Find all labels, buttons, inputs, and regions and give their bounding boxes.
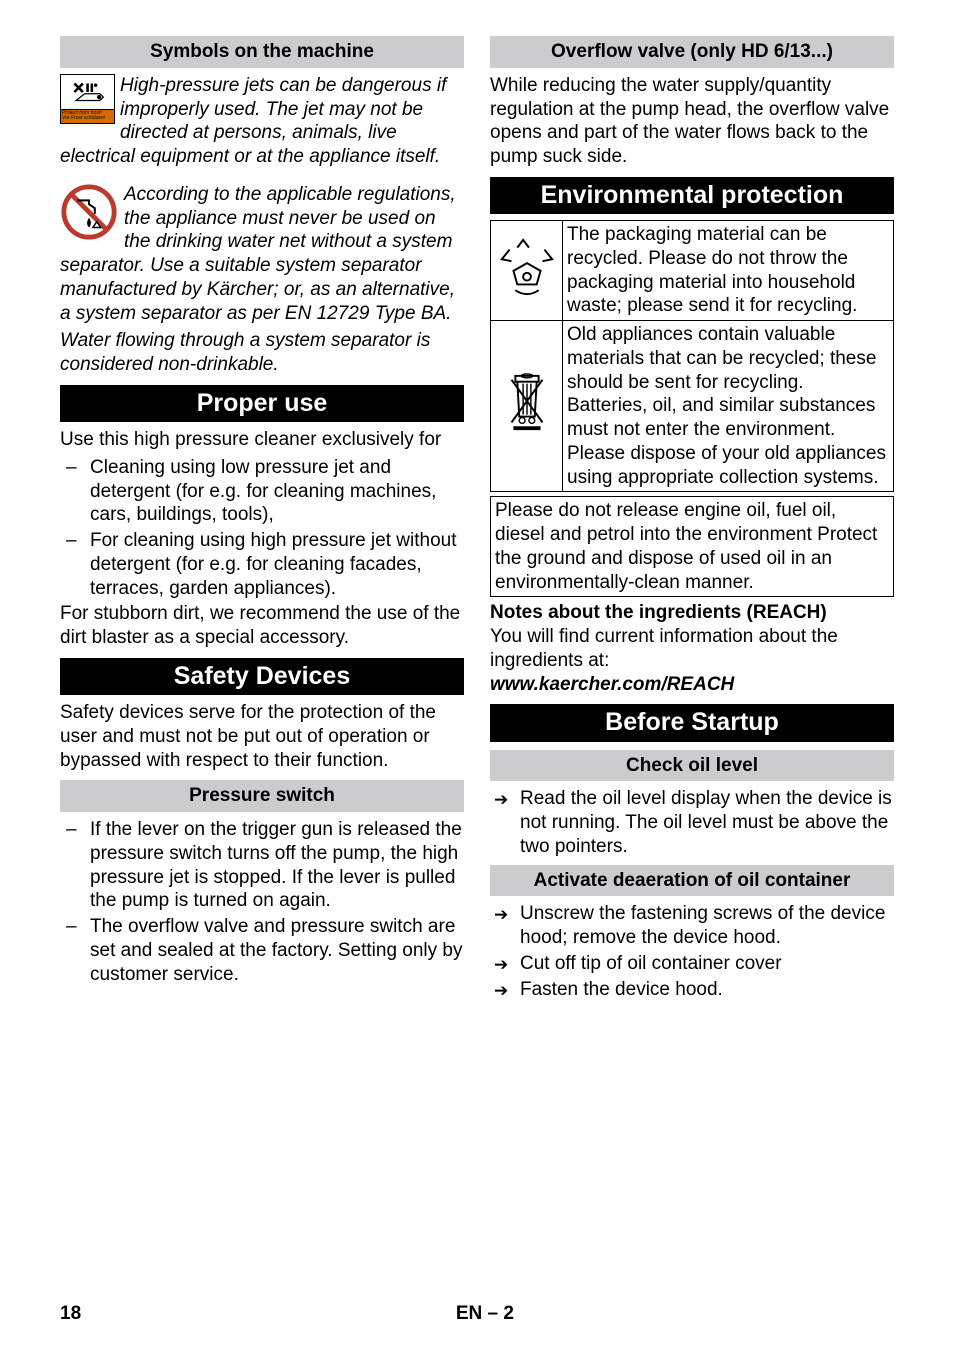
proper-use-intro: Use this high pressure cleaner exclusive…	[60, 428, 464, 452]
water-warning-text-2: Water flowing through a system separator…	[60, 329, 464, 377]
env-row1-text: The packaging material can be recycled. …	[563, 221, 894, 321]
water-warning-text: According to the applicable regulations,…	[60, 184, 456, 324]
list-item: Fasten the device hood.	[490, 978, 894, 1002]
check-oil-heading: Check oil level	[490, 750, 894, 782]
env-warning-box: Please do not release engine oil, fuel o…	[490, 496, 894, 597]
recycle-icon	[497, 236, 557, 298]
footer-spacer	[889, 1302, 894, 1326]
right-column: Overflow valve (only HD 6/13...) While r…	[490, 36, 894, 1003]
pressure-switch-list: If the lever on the trigger gun is relea…	[60, 818, 464, 986]
list-item: The overflow valve and pressure switch a…	[60, 915, 464, 986]
list-item: Unscrew the fastening screws of the devi…	[490, 902, 894, 950]
table-row: Old appliances contain valuable material…	[491, 321, 894, 492]
sprayer-glyph-icon	[71, 80, 105, 104]
symbols-heading: Symbols on the machine	[60, 36, 464, 68]
deaeration-list: Unscrew the fastening screws of the devi…	[490, 902, 894, 1001]
list-item: For cleaning using high pressure jet wit…	[60, 529, 464, 600]
reach-heading: Notes about the ingredients (REACH)	[490, 602, 827, 623]
table-row: The packaging material can be recycled. …	[491, 221, 894, 321]
oil-list: Read the oil level display when the devi…	[490, 787, 894, 858]
water-warning-paragraph: According to the applicable regulations,…	[60, 183, 464, 326]
reach-text: You will find current information about …	[490, 626, 838, 671]
page-lang: EN – 2	[456, 1302, 514, 1326]
jet-warning-paragraph: Protect from frost!Vor Frost schützen! H…	[60, 74, 464, 169]
two-column-layout: Symbols on the machine Protect from fros…	[60, 36, 894, 1003]
proper-use-list: Cleaning using low pressure jet and dete…	[60, 456, 464, 601]
proper-use-outro: For stubborn dirt, we recommend the use …	[60, 602, 464, 650]
deaeration-heading: Activate deaeration of oil container	[490, 865, 894, 897]
list-item: Cleaning using low pressure jet and dete…	[60, 456, 464, 527]
safety-intro: Safety devices serve for the protection …	[60, 701, 464, 772]
overflow-text: While reducing the water supply/quantity…	[490, 74, 894, 169]
list-item: If the lever on the trigger gun is relea…	[60, 818, 464, 913]
crossed-bin-icon	[503, 372, 551, 434]
weee-bin-icon-cell	[491, 321, 563, 492]
pressure-switch-heading: Pressure switch	[60, 780, 464, 812]
env-row2-text: Old appliances contain valuable material…	[563, 321, 894, 492]
left-column: Symbols on the machine Protect from fros…	[60, 36, 464, 1003]
page-footer: 18 EN – 2	[60, 1302, 894, 1326]
env-table: The packaging material can be recycled. …	[490, 220, 894, 492]
environmental-heading: Environmental protection	[490, 177, 894, 214]
safety-devices-heading: Safety Devices	[60, 658, 464, 695]
jet-warning-text: High-pressure jets can be dangerous if i…	[60, 75, 446, 167]
no-drinking-water-icon	[60, 183, 118, 241]
before-startup-heading: Before Startup	[490, 704, 894, 741]
frost-spray-icon: Protect from frost!Vor Frost schützen!	[60, 74, 115, 124]
overflow-heading: Overflow valve (only HD 6/13...)	[490, 36, 894, 68]
proper-use-heading: Proper use	[60, 385, 464, 422]
page-number: 18	[60, 1302, 81, 1326]
reach-paragraph: Notes about the ingredients (REACH) You …	[490, 601, 894, 696]
list-item: Cut off tip of oil container cover	[490, 952, 894, 976]
reach-link: www.kaercher.com/REACH	[490, 674, 734, 695]
recycle-icon-cell	[491, 221, 563, 321]
list-item: Read the oil level display when the devi…	[490, 787, 894, 858]
